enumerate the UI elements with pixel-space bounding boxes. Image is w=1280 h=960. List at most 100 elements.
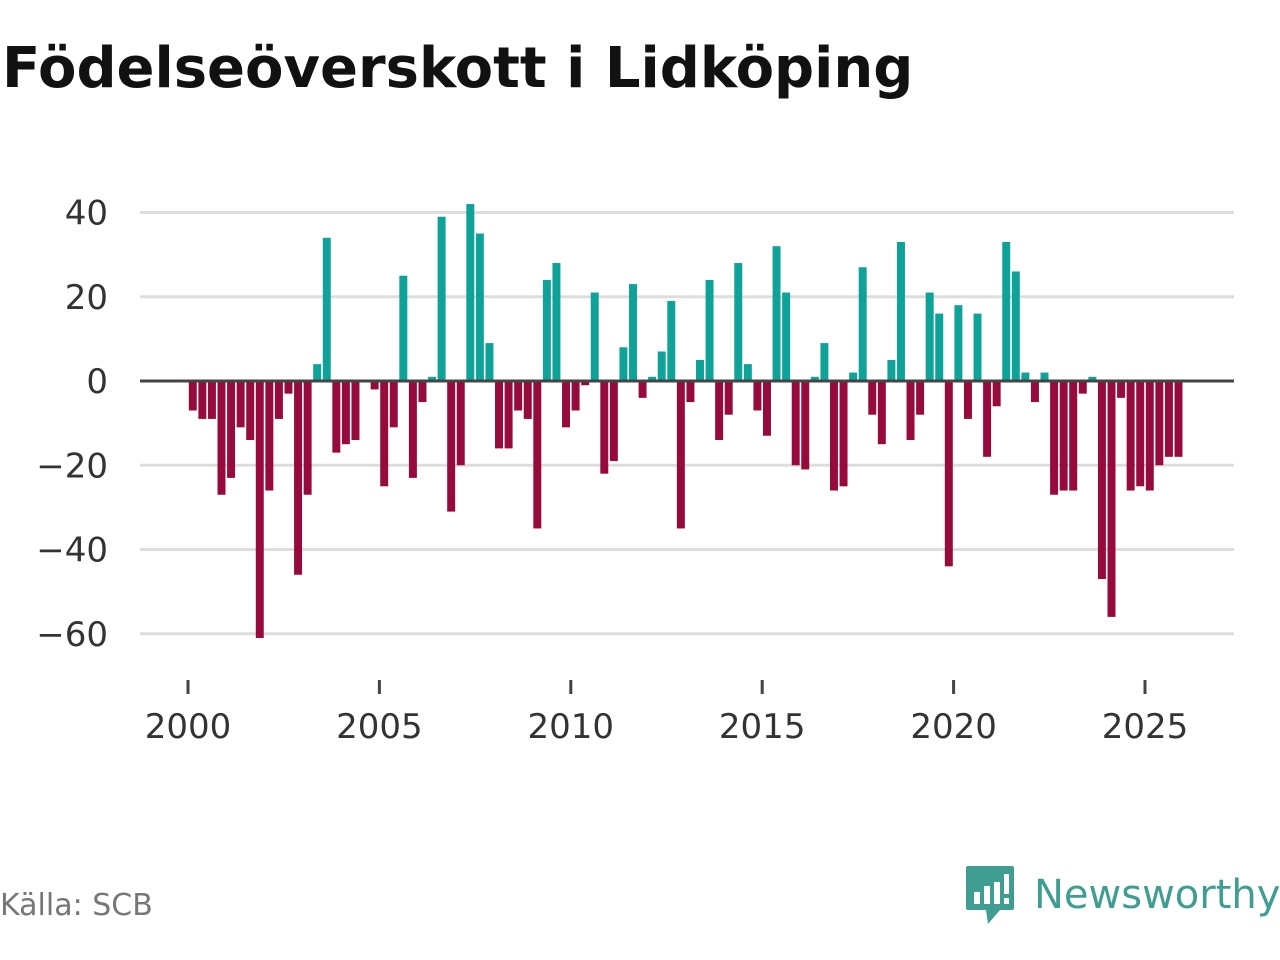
bar-positive — [887, 359, 896, 381]
bar-positive — [667, 300, 676, 381]
bar-negative — [418, 381, 427, 403]
source-label: Källa: SCB — [0, 888, 153, 923]
x-tick-label: 2005 — [336, 707, 423, 747]
bar-negative — [514, 381, 523, 411]
bars — [188, 204, 1183, 638]
newsworthy-brand[interactable]: Newsworthy — [964, 864, 1280, 926]
bar-positive — [1040, 372, 1049, 381]
bar-negative — [562, 381, 570, 428]
x-axis: 2000 2005 2010 2015 2020 2025 — [145, 680, 1189, 747]
bar-negative — [1050, 381, 1059, 495]
bar-positive — [935, 313, 944, 381]
bar-positive — [322, 237, 331, 381]
bar-negative — [504, 381, 513, 449]
bar-negative — [581, 381, 590, 386]
bar-negative — [763, 381, 771, 436]
bar-positive — [925, 292, 934, 381]
y-tick-label: −20 — [36, 446, 108, 486]
bar-negative — [198, 381, 207, 419]
bar-positive — [1088, 376, 1097, 381]
bar-negative — [724, 381, 733, 415]
bar-negative — [265, 381, 274, 491]
bar-positive — [820, 343, 829, 381]
bar-positive — [657, 351, 666, 381]
bar-negative — [992, 381, 1001, 407]
bar-negative — [753, 381, 762, 411]
bar-negative — [916, 381, 925, 415]
bar-negative — [571, 381, 580, 411]
bar-negative — [1145, 381, 1154, 491]
bar-positive — [1011, 271, 1020, 381]
bar-positive — [954, 305, 963, 381]
bar-positive — [466, 204, 475, 381]
bar-negative — [533, 381, 542, 529]
bar-positive — [542, 279, 551, 381]
bar-negative — [676, 381, 685, 529]
bar-negative — [1069, 381, 1078, 491]
chart-title: Födelseöverskott i Lidköping — [2, 36, 914, 101]
x-tick-label: 2025 — [1102, 707, 1189, 747]
bar-negative — [255, 381, 264, 638]
bar-negative — [877, 381, 886, 445]
bar-negative — [351, 381, 360, 440]
x-tick-label: 2000 — [145, 707, 232, 747]
bar-negative — [380, 381, 389, 487]
bar-positive — [428, 376, 437, 381]
bar-negative — [609, 381, 618, 462]
bar-negative — [370, 381, 379, 390]
bar-negative — [332, 381, 341, 453]
bar-positive — [313, 364, 322, 381]
x-tick-label: 2010 — [528, 707, 615, 747]
bar-positive — [896, 241, 905, 381]
y-tick-label: 0 — [86, 362, 108, 402]
bar-negative — [341, 381, 350, 445]
brand-name: Newsworthy — [1034, 872, 1280, 918]
bar-negative — [284, 381, 293, 394]
y-axis-labels: 40 20 0 −20 −40 −60 — [36, 194, 108, 655]
bar-positive — [1021, 372, 1030, 381]
bar-positive — [782, 292, 791, 381]
bar-negative — [963, 381, 972, 419]
bar-positive — [1002, 241, 1011, 381]
bar-negative — [686, 381, 695, 403]
bar-negative — [1059, 381, 1068, 491]
bar-negative — [1126, 381, 1135, 491]
bar-negative — [495, 381, 504, 449]
bar-positive — [475, 233, 484, 381]
x-tick-label: 2020 — [910, 707, 997, 747]
bar-negative — [1117, 381, 1126, 398]
bar-positive — [552, 263, 561, 381]
bar-negative — [1097, 381, 1106, 579]
bar-positive — [485, 343, 494, 381]
bar-positive — [973, 313, 982, 381]
bar-positive — [437, 216, 446, 381]
bar-positive — [705, 279, 714, 381]
bar-positive — [734, 263, 743, 381]
bar-negative — [303, 381, 312, 495]
bar-positive — [858, 267, 867, 381]
bar-negative — [715, 381, 724, 440]
bar-negative — [246, 381, 255, 440]
bar-negative — [944, 381, 953, 567]
bar-negative — [217, 381, 226, 495]
bar-negative — [389, 381, 398, 428]
bar-positive — [619, 347, 628, 381]
bar-negative — [447, 381, 456, 512]
bar-negative — [227, 381, 236, 478]
bar-positive — [696, 359, 704, 381]
x-tick-label: 2015 — [719, 707, 806, 747]
bar-negative — [294, 381, 303, 575]
y-tick-label: 40 — [65, 194, 108, 234]
bar-negative — [839, 381, 848, 487]
bar-negative — [1155, 381, 1164, 466]
bar-negative — [188, 381, 197, 411]
bar-negative — [1164, 381, 1173, 457]
bar-negative — [1136, 381, 1145, 487]
bar-negative — [1078, 381, 1087, 394]
bar-negative — [456, 381, 465, 466]
bar-negative — [523, 381, 532, 419]
bar-negative — [791, 381, 800, 466]
bar-negative — [1107, 381, 1116, 617]
bar-positive — [743, 364, 752, 381]
y-tick-label: 20 — [65, 278, 108, 318]
